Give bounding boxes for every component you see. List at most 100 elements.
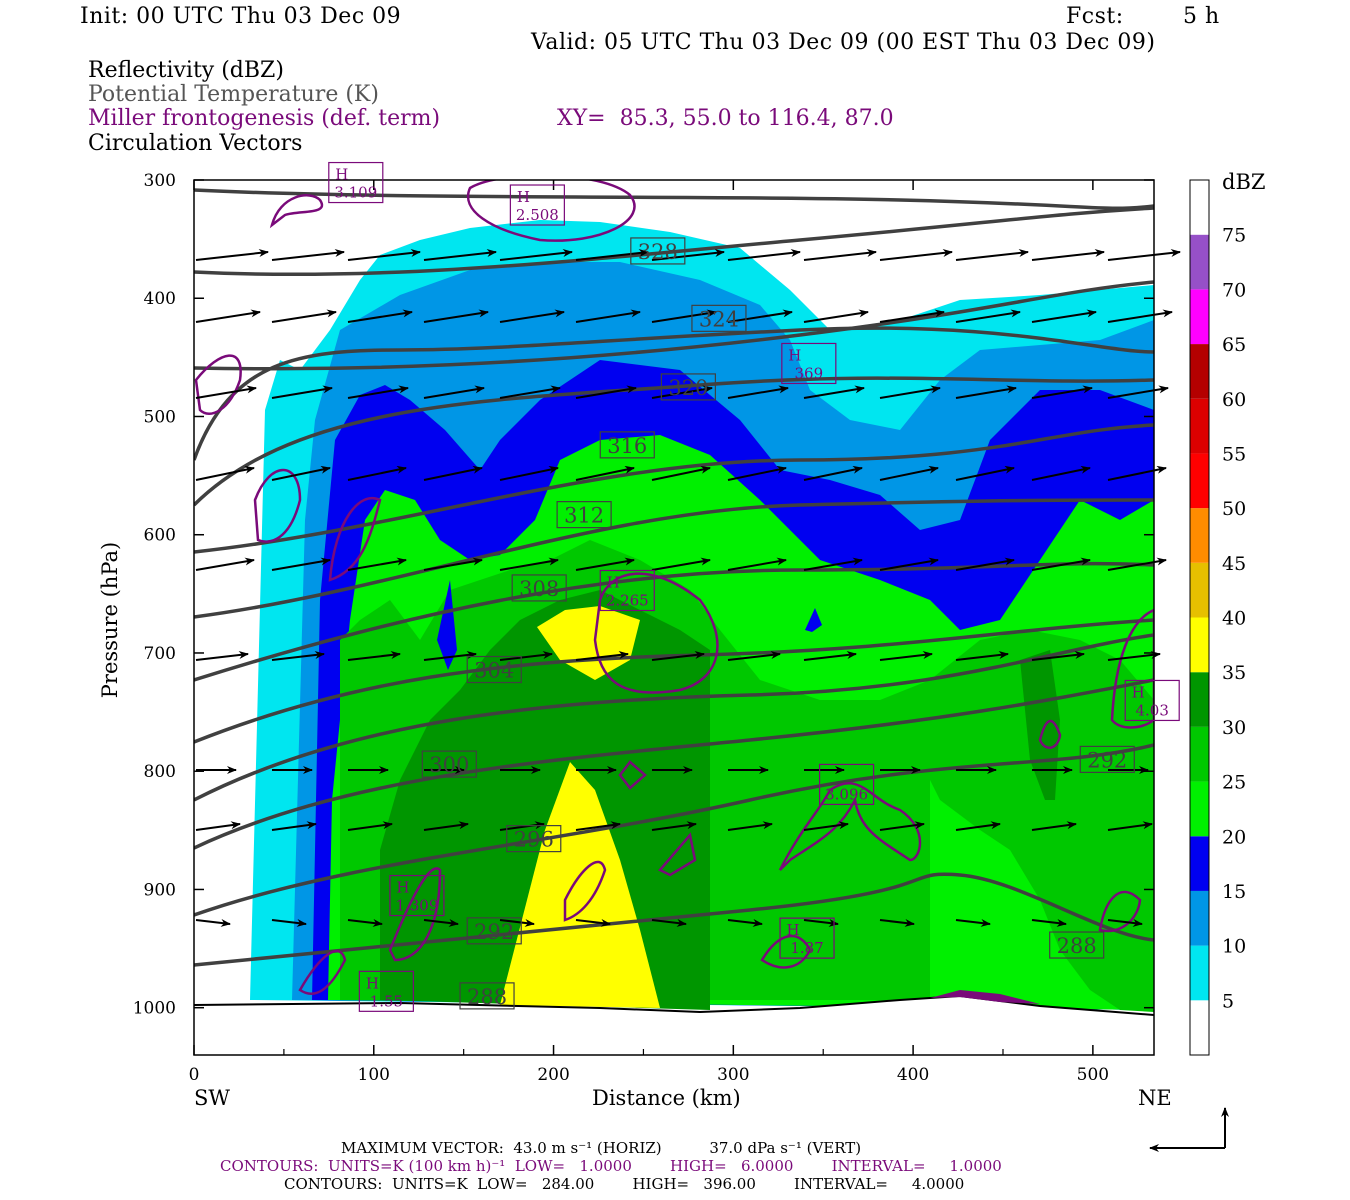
theta-label-box bbox=[1079, 745, 1135, 773]
colorbar-level-label: 75 bbox=[1222, 225, 1246, 247]
colorbar-level-label: 35 bbox=[1222, 662, 1246, 684]
colorbar-level-label: 40 bbox=[1222, 608, 1246, 630]
theta-contour-label: 320 bbox=[668, 376, 708, 400]
circulation-vector bbox=[575, 465, 635, 481]
direction-arrows bbox=[1149, 1107, 1229, 1152]
circulation-vector bbox=[651, 821, 697, 831]
circulation-vector bbox=[803, 465, 863, 481]
colorbar-cell bbox=[1190, 562, 1209, 618]
forecast-label: Fcst: bbox=[1066, 4, 1124, 29]
y-tick-label: 500 bbox=[144, 407, 176, 427]
miller-high-marker: H bbox=[786, 921, 799, 939]
circulation-vector bbox=[1107, 918, 1143, 927]
miller-high-value: 1.55 bbox=[370, 992, 403, 1010]
miller-label-box bbox=[779, 917, 835, 959]
miller-contour bbox=[388, 867, 442, 962]
theta-contour bbox=[194, 423, 1154, 554]
x-tick-label: 200 bbox=[537, 1065, 569, 1085]
colorbar-level-label: 25 bbox=[1222, 772, 1246, 794]
theta-contour-label: 312 bbox=[564, 504, 604, 528]
circulation-vector bbox=[1107, 465, 1167, 481]
theta-contour bbox=[194, 872, 1154, 967]
theta-contour-label: 316 bbox=[607, 434, 647, 458]
plot-frame bbox=[193, 179, 1155, 1056]
miller-label-box bbox=[389, 874, 445, 917]
circulation-vector bbox=[499, 465, 559, 481]
colorbar-level-label: 20 bbox=[1222, 826, 1246, 848]
theta-contour-label: 324 bbox=[699, 307, 739, 331]
miller-label-box bbox=[328, 161, 384, 204]
circulation-vector bbox=[195, 465, 255, 481]
colorbar-cell bbox=[1190, 672, 1209, 727]
miller-contour bbox=[618, 760, 647, 790]
circulation-vector bbox=[803, 249, 877, 261]
miller-label-box bbox=[509, 184, 565, 226]
colorbar-level-label: 30 bbox=[1222, 717, 1246, 739]
circulation-vector bbox=[1031, 385, 1093, 399]
y-tick-label: 700 bbox=[144, 644, 176, 664]
theta-contour bbox=[194, 743, 1154, 917]
circulation-vector bbox=[1031, 821, 1077, 831]
ne-label: NE bbox=[1138, 1086, 1172, 1110]
circulation-vector bbox=[195, 821, 241, 831]
circulation-vector bbox=[879, 385, 941, 399]
y-tick-label: 300 bbox=[144, 171, 176, 191]
circulation-vector bbox=[423, 249, 497, 261]
colorbar-level-label: 15 bbox=[1222, 881, 1246, 903]
legend-miller: Miller frontogenesis (def. term) bbox=[88, 106, 441, 131]
circulation-vector bbox=[347, 249, 421, 261]
miller-label-box bbox=[781, 342, 837, 385]
footer-max-vector: MAXIMUM VECTOR: 43.0 m s⁻¹ (HORIZ) 37.0 … bbox=[341, 1139, 862, 1157]
circulation-vector bbox=[423, 465, 483, 481]
colorbar-level-label: 60 bbox=[1222, 389, 1246, 411]
circulation-vector bbox=[1107, 821, 1153, 831]
miller-contour bbox=[253, 468, 302, 543]
colorbar-cell bbox=[1190, 1000, 1209, 1055]
ground-surface bbox=[193, 994, 1155, 1016]
colorbar-level-label: 55 bbox=[1222, 443, 1246, 465]
colorbar-cell bbox=[1190, 726, 1209, 782]
circulation-vector bbox=[499, 385, 561, 399]
miller-label-box bbox=[599, 569, 655, 612]
theta-label-box bbox=[506, 825, 562, 853]
miller-surface-band bbox=[930, 990, 1040, 1004]
circulation-vector bbox=[651, 651, 705, 661]
theta-contour bbox=[194, 633, 1154, 802]
miller-contour bbox=[1110, 608, 1154, 729]
circulation-vector bbox=[803, 651, 857, 661]
circulation-vector bbox=[195, 309, 261, 323]
circulation-vector bbox=[195, 651, 249, 661]
x-axis-label: Distance (km) bbox=[592, 1086, 741, 1110]
theta-contour bbox=[194, 376, 1154, 507]
theta-label-box bbox=[660, 373, 716, 401]
colorbar-cell bbox=[1190, 945, 1209, 1001]
y-tick-label: 800 bbox=[144, 762, 176, 782]
miller-high-marker: H bbox=[366, 974, 379, 992]
circulation-vector bbox=[347, 918, 383, 927]
circulation-vector bbox=[727, 918, 763, 927]
colorbar-cell bbox=[1190, 289, 1209, 345]
circulation-vector bbox=[727, 651, 781, 661]
colorbar-level-label: 10 bbox=[1222, 936, 1246, 958]
miller-high-value: 3.109 bbox=[334, 184, 377, 202]
miller-label-box bbox=[1124, 679, 1180, 722]
colorbar-cell bbox=[1190, 180, 1209, 235]
theta-contour bbox=[194, 561, 1154, 682]
circulation-vector bbox=[727, 465, 787, 481]
circulation-vector bbox=[955, 918, 991, 927]
theta-label-box bbox=[1049, 931, 1105, 959]
miller-high-value: 2.508 bbox=[516, 206, 559, 224]
circulation-vector bbox=[271, 651, 325, 661]
x-tick-label: 0 bbox=[189, 1065, 200, 1085]
circulation-vector bbox=[347, 465, 407, 481]
terrain-mask bbox=[194, 996, 1154, 1055]
circulation-vector bbox=[575, 918, 611, 927]
theta-contour-label: 292 bbox=[474, 920, 514, 944]
theta-contour bbox=[194, 678, 1154, 850]
refl-fill-15c bbox=[805, 608, 822, 632]
theta-label-box bbox=[511, 574, 567, 602]
miller-high-value: 1.87 bbox=[790, 939, 823, 957]
theta-contour-label: 288 bbox=[1057, 934, 1097, 958]
circulation-vector bbox=[1031, 465, 1091, 481]
miller-high-marker: H bbox=[1132, 683, 1145, 701]
